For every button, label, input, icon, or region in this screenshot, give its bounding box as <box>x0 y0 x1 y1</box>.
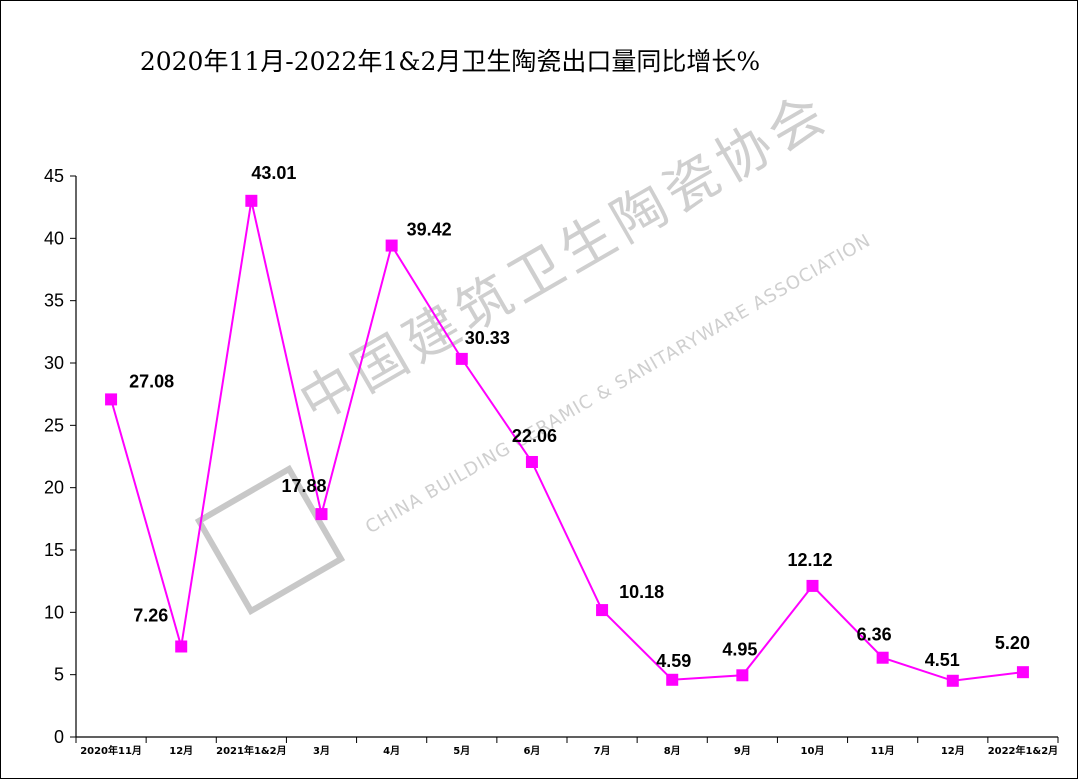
y-tick-label: 5 <box>54 665 64 685</box>
data-label: 43.01 <box>251 163 296 183</box>
data-label: 4.51 <box>925 650 960 670</box>
data-point-marker <box>1016 666 1029 679</box>
y-tick-label: 40 <box>44 228 64 248</box>
data-point-marker <box>946 674 959 687</box>
y-tick-label: 30 <box>44 353 64 373</box>
x-tick-label: 2021年1&2月 <box>216 744 286 757</box>
x-tick-label: 10月 <box>801 745 825 757</box>
x-tick-label: 4月 <box>383 745 400 757</box>
y-tick-label: 35 <box>44 291 64 311</box>
data-point-marker <box>806 579 819 592</box>
x-tick-label: 2022年1&2月 <box>988 744 1058 757</box>
data-label: 4.95 <box>722 639 757 659</box>
data-point-marker <box>736 669 749 682</box>
data-label: 17.88 <box>282 476 327 496</box>
data-point-marker <box>385 239 398 252</box>
axes <box>75 176 1058 738</box>
y-axis-ticks: 0 5 10 15 20 25 30 35 40 45 <box>44 166 76 747</box>
data-label: 27.08 <box>129 371 174 391</box>
x-tick-label: 5月 <box>453 745 470 757</box>
data-label: 22.06 <box>512 426 557 446</box>
x-tick-label: 9月 <box>734 745 751 757</box>
data-point-marker <box>175 640 188 653</box>
y-tick-label: 20 <box>44 478 64 498</box>
data-point-marker <box>876 651 889 664</box>
y-tick-label: 45 <box>44 166 64 186</box>
data-label: 12.12 <box>788 550 833 570</box>
data-label: 5.20 <box>995 633 1030 653</box>
data-point-marker <box>455 352 468 365</box>
y-tick-label: 10 <box>44 602 64 622</box>
data-point-marker <box>666 673 679 686</box>
data-label: 30.33 <box>465 328 510 348</box>
series-line <box>105 194 1029 687</box>
data-point-marker <box>105 393 118 406</box>
data-label: 7.26 <box>133 605 168 625</box>
x-tick-label: 11月 <box>871 745 895 757</box>
data-label: 39.42 <box>407 220 452 240</box>
x-tick-label: 6月 <box>523 745 540 757</box>
y-tick-label: 15 <box>44 540 64 560</box>
x-tick-label: 8月 <box>664 745 681 757</box>
x-tick-label: 7月 <box>594 745 611 757</box>
data-point-marker <box>315 508 328 521</box>
data-point-marker <box>596 604 609 617</box>
x-tick-label: 12月 <box>169 745 193 757</box>
data-label: 10.18 <box>619 582 664 602</box>
x-tick-label: 3月 <box>313 745 330 757</box>
x-tick-label: 12月 <box>941 745 965 757</box>
series-polyline <box>110 200 1024 682</box>
y-tick-label: 25 <box>44 415 64 435</box>
data-label: 4.59 <box>656 651 691 671</box>
x-axis-ticks: 2020年11月 12月 2021年1&2月 3月 4月 5月 6月 7月 8月 9月 10月 11月… <box>75 737 1059 757</box>
data-point-marker <box>245 194 258 207</box>
chart-title: 2020年11月-2022年1&2月卫生陶瓷出口量同比增长% <box>139 47 761 76</box>
data-label: 6.36 <box>857 625 892 645</box>
y-tick-label: 0 <box>54 727 64 747</box>
x-tick-label: 2020年11月 <box>80 744 142 757</box>
data-point-marker <box>525 455 538 468</box>
data-labels: 27.08 7.26 43.01 17.88 39.42 30.33 22.06 10.18 4… <box>129 163 1030 671</box>
